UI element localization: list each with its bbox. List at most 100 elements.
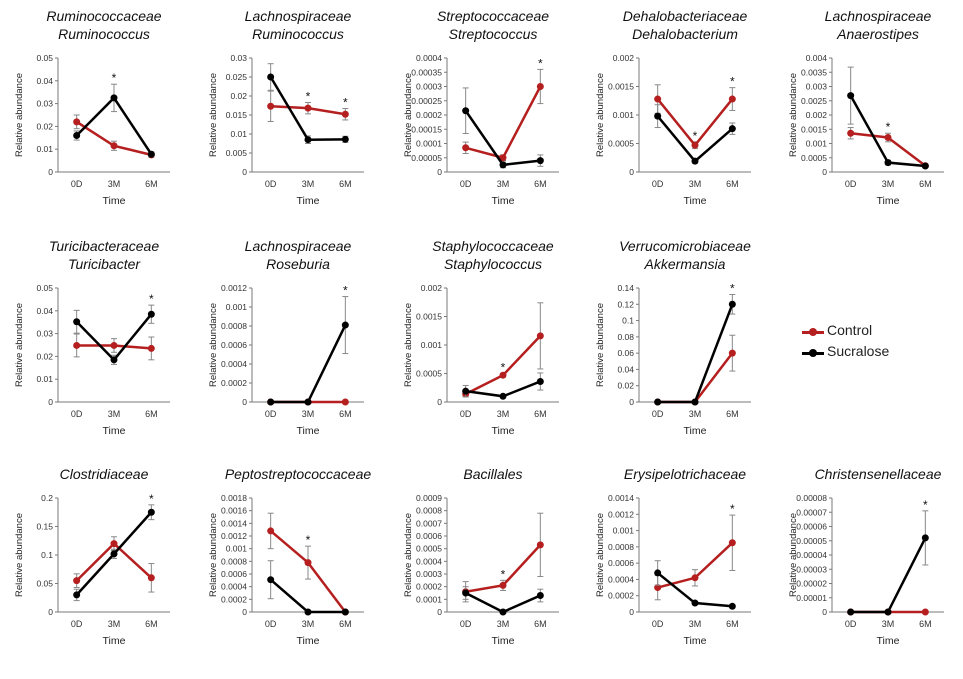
y-axis-label: Relative abundance <box>403 73 414 157</box>
y-tick-label: 0.00025 <box>411 96 442 106</box>
x-axis-label: Time <box>103 195 126 207</box>
data-point <box>499 154 507 162</box>
y-tick-label: 0.04 <box>36 76 53 86</box>
y-tick-label: 0.001 <box>226 544 248 554</box>
data-point <box>536 592 544 600</box>
chart-panel-8: Staphylococcaceae Staphylococcus 0 0.0005 0.… <box>403 238 559 437</box>
data-point <box>499 392 507 400</box>
series-sucralose <box>267 296 349 406</box>
y-tick-label: 0.0006 <box>221 340 247 350</box>
y-tick-label: 0.1 <box>41 550 53 560</box>
data-point <box>499 608 507 616</box>
data-point <box>304 559 312 567</box>
data-point <box>654 398 662 406</box>
x-tick-label: 0D <box>845 619 857 629</box>
series-sucralose <box>847 66 929 170</box>
y-tick-label: 0.00003 <box>796 564 827 574</box>
chart-title-family: Streptococcaceae <box>437 8 549 24</box>
chart-title-genus: Ruminococcus <box>58 26 150 42</box>
y-tick-label: 0.0009 <box>416 493 442 503</box>
y-tick-label: 0 <box>629 167 634 177</box>
y-tick-label: 0.00006 <box>796 522 827 532</box>
x-axis-label: Time <box>103 425 126 437</box>
chart-panel-6: Turicibacteraceae Turicibacter 0 0.01 0.02 0.… <box>14 238 170 437</box>
series-sucralose <box>267 63 349 144</box>
significance-marker: * <box>730 502 735 516</box>
data-point <box>847 129 855 137</box>
y-tick-label: 0.0002 <box>416 110 442 120</box>
significance-marker: * <box>538 56 543 70</box>
series-control <box>73 333 155 361</box>
series-line <box>657 352 734 404</box>
series-sucralose <box>654 294 736 406</box>
chart-title: Bacillales <box>463 466 522 482</box>
data-point <box>147 508 155 516</box>
y-tick-label: 0.0014 <box>221 518 247 528</box>
y-tick-label: 0.001 <box>421 340 443 350</box>
data-point <box>921 162 929 170</box>
chart-panel-4: Dehalobacteriaceae Dehalobacterium 0 0.0005… <box>595 8 751 207</box>
x-tick-label: 6M <box>145 619 158 629</box>
y-axis-label: Relative abundance <box>788 73 799 157</box>
series-control <box>654 514 736 601</box>
significance-marker: * <box>501 567 506 581</box>
y-tick-label: 0.0012 <box>221 283 247 293</box>
x-tick-label: 6M <box>919 179 932 189</box>
legend-item-sucralose: Sucralose <box>802 343 922 364</box>
y-tick-label: 0.0016 <box>221 506 247 516</box>
y-tick-label: 0.0015 <box>801 124 827 134</box>
legend-sucralose-label: Sucralose <box>827 343 890 359</box>
y-tick-label: 0.0012 <box>608 509 634 519</box>
x-axis-label: Time <box>492 635 515 647</box>
x-axis-label: Time <box>103 635 126 647</box>
significance-marker: * <box>693 129 698 143</box>
x-tick-label: 3M <box>689 179 702 189</box>
y-tick-label: 0.0005 <box>416 544 442 554</box>
y-tick-label: 0.01 <box>36 374 53 384</box>
x-axis-label: Time <box>297 635 320 647</box>
x-tick-label: 0D <box>71 619 83 629</box>
y-tick-label: 0 <box>48 607 53 617</box>
data-point <box>73 591 81 599</box>
data-point <box>691 599 699 607</box>
y-tick-label: 0.0015 <box>608 82 634 92</box>
x-tick-label: 3M <box>108 409 121 419</box>
x-tick-label: 3M <box>497 619 510 629</box>
data-point <box>847 608 855 616</box>
x-tick-label: 0D <box>265 619 277 629</box>
data-point <box>267 576 275 584</box>
data-point <box>73 132 81 140</box>
y-tick-label: 0 <box>822 167 827 177</box>
x-tick-label: 0D <box>71 409 83 419</box>
y-tick-label: 0.0008 <box>608 542 634 552</box>
x-axis-label: Time <box>684 195 707 207</box>
x-tick-label: 0D <box>460 179 472 189</box>
x-tick-label: 0D <box>265 179 277 189</box>
chart-title: Erysipelotrichaceae <box>624 466 746 482</box>
y-tick-label: 0.08 <box>617 332 634 342</box>
y-tick-label: 0.0006 <box>221 569 247 579</box>
series-line <box>75 313 153 362</box>
series-sucralose <box>73 83 155 158</box>
data-point <box>499 581 507 589</box>
chart-panel-13: Erysipelotrichaceae 0 0.0002 0.0004 0.0006 0.… <box>595 466 751 647</box>
y-tick-label: 0.05 <box>36 579 53 589</box>
significance-marker: * <box>343 284 348 298</box>
x-axis-label: Time <box>492 195 515 207</box>
x-tick-label: 0D <box>652 619 664 629</box>
data-point <box>728 349 736 357</box>
data-point <box>147 344 155 352</box>
data-point <box>267 527 275 535</box>
series-sucralose <box>654 560 736 610</box>
y-tick-label: 0.2 <box>41 493 53 503</box>
data-point <box>691 141 699 149</box>
chart-title-genus: Ruminococcus <box>252 26 344 42</box>
chart-title-genus: Dehalobacterium <box>632 26 738 42</box>
data-point <box>728 95 736 103</box>
x-tick-label: 6M <box>534 409 547 419</box>
significance-marker: * <box>306 89 311 103</box>
data-point <box>536 83 544 90</box>
data-point <box>654 584 662 592</box>
chart-title-genus: Streptococcus <box>449 26 538 42</box>
data-point <box>110 94 118 102</box>
